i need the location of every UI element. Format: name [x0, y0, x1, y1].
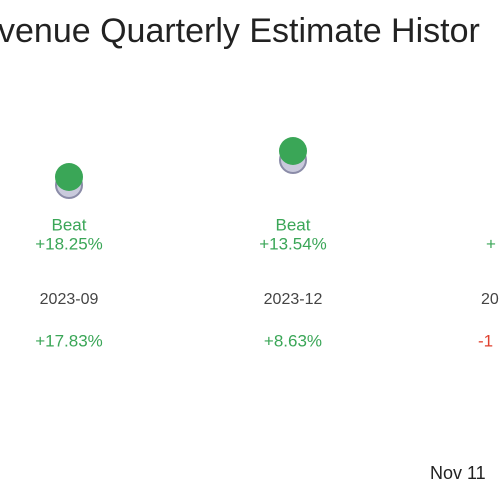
surprise: +13.54%	[259, 234, 327, 253]
result: Beat	[52, 215, 87, 234]
footer-date: Nov 11	[430, 463, 486, 483]
title: venue Quarterly Estimate Histor	[0, 12, 480, 50]
result: Beat	[276, 215, 311, 234]
surprise: +18.25%	[35, 234, 103, 253]
actual-marker	[279, 137, 307, 165]
actual-marker	[55, 163, 83, 191]
period: 2023-12	[264, 291, 323, 308]
period: 2023-09	[40, 291, 99, 308]
change: +8.63%	[264, 331, 322, 350]
change: -1	[478, 331, 493, 350]
surprise: +	[486, 234, 496, 253]
period: 20	[481, 291, 499, 308]
change: +17.83%	[35, 331, 103, 350]
